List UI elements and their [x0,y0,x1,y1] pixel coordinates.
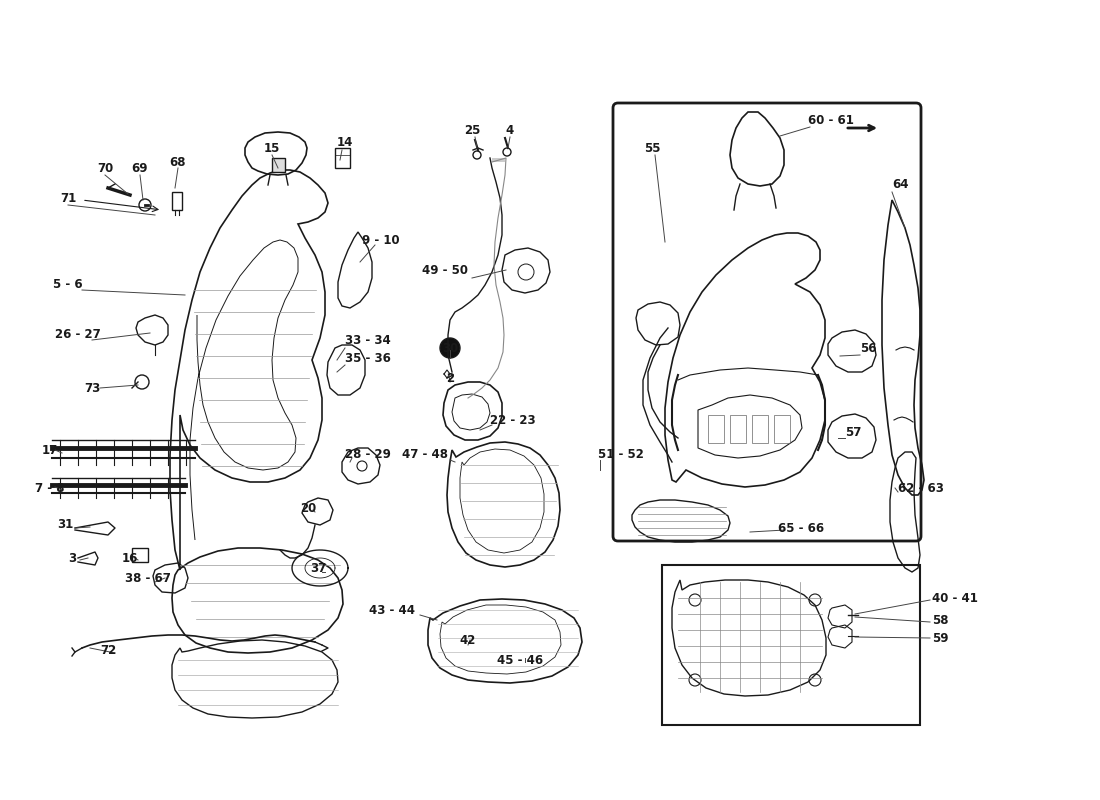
Bar [774,415,790,443]
Text: 37: 37 [310,562,326,574]
Text: 35 - 36: 35 - 36 [345,351,390,365]
Text: 69: 69 [132,162,148,174]
Text: 68: 68 [169,157,186,170]
Circle shape [440,338,460,358]
Text: 14: 14 [337,137,353,150]
Text: 60 - 61: 60 - 61 [808,114,854,126]
Text: 20: 20 [300,502,316,514]
Text: 30: 30 [442,342,458,354]
Text: 72: 72 [100,643,117,657]
Text: 4: 4 [506,123,514,137]
Text: 56: 56 [860,342,877,354]
Text: 64: 64 [892,178,909,191]
Text: 2: 2 [446,371,454,385]
Text: 58: 58 [932,614,948,626]
Text: 71: 71 [59,191,76,205]
Text: 28 - 29: 28 - 29 [345,449,390,462]
Text: 5 - 6: 5 - 6 [53,278,82,291]
Text: 42: 42 [460,634,476,646]
Text: 31: 31 [57,518,73,531]
Text: 65 - 66: 65 - 66 [778,522,824,534]
Text: 33 - 34: 33 - 34 [345,334,390,346]
Bar [708,415,724,443]
Text: 38 - 67: 38 - 67 [125,571,170,585]
Text: 9 - 10: 9 - 10 [362,234,399,246]
Text: 47 - 48: 47 - 48 [402,449,448,462]
Bar [752,415,768,443]
Text: 25: 25 [464,123,481,137]
Bar [662,565,920,725]
Text: 59: 59 [932,631,948,645]
Text: 22 - 23: 22 - 23 [490,414,536,426]
Text: 43 - 44: 43 - 44 [368,603,415,617]
Text: 40 - 41: 40 - 41 [932,591,978,605]
Text: 7 - 8: 7 - 8 [35,482,65,494]
Text: 62 - 63: 62 - 63 [898,482,944,494]
Text: 15: 15 [264,142,280,154]
Text: 70: 70 [97,162,113,174]
Text: 26 - 27: 26 - 27 [55,329,101,342]
Text: 73: 73 [84,382,100,394]
Text: 51 - 52: 51 - 52 [598,449,644,462]
Text: 49 - 50: 49 - 50 [422,263,468,277]
Text: 16: 16 [122,551,139,565]
Text: 17: 17 [42,443,58,457]
Text: 55: 55 [644,142,660,154]
Text: 45 - 46: 45 - 46 [497,654,543,666]
Polygon shape [272,158,285,172]
Text: 57: 57 [845,426,861,438]
Text: 3: 3 [68,551,76,565]
Bar [730,415,746,443]
